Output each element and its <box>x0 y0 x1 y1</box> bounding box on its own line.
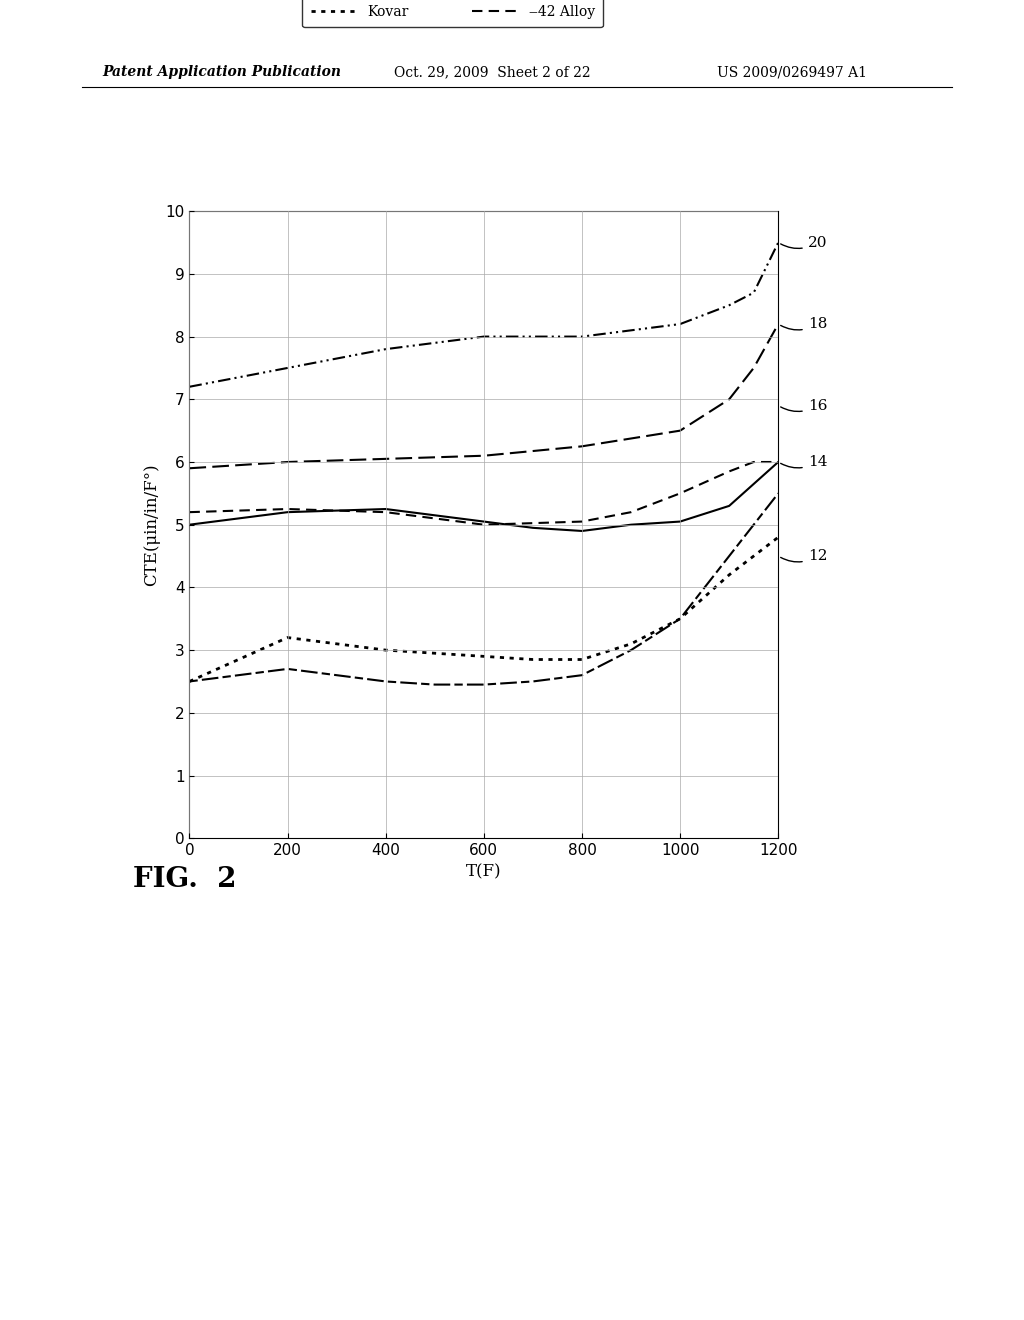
Text: 18: 18 <box>780 317 827 331</box>
X-axis label: T(F): T(F) <box>466 863 502 880</box>
Text: US 2009/0269497 A1: US 2009/0269497 A1 <box>717 65 866 79</box>
Text: FIG.  2: FIG. 2 <box>133 866 237 894</box>
Legend: CMC, Inconel 718, Kovar, 48 Alloy, 15–5 PH, ‒42 Alloy: CMC, Inconel 718, Kovar, 48 Alloy, 15–5 … <box>302 0 603 28</box>
Text: 16: 16 <box>780 399 827 413</box>
Text: Patent Application Publication: Patent Application Publication <box>102 65 341 79</box>
Y-axis label: CTE(μin/in/F°): CTE(μin/in/F°) <box>142 463 160 586</box>
Text: 12: 12 <box>780 549 827 564</box>
Text: 20: 20 <box>780 235 827 249</box>
Text: 14: 14 <box>780 455 827 469</box>
Text: Oct. 29, 2009  Sheet 2 of 22: Oct. 29, 2009 Sheet 2 of 22 <box>394 65 591 79</box>
